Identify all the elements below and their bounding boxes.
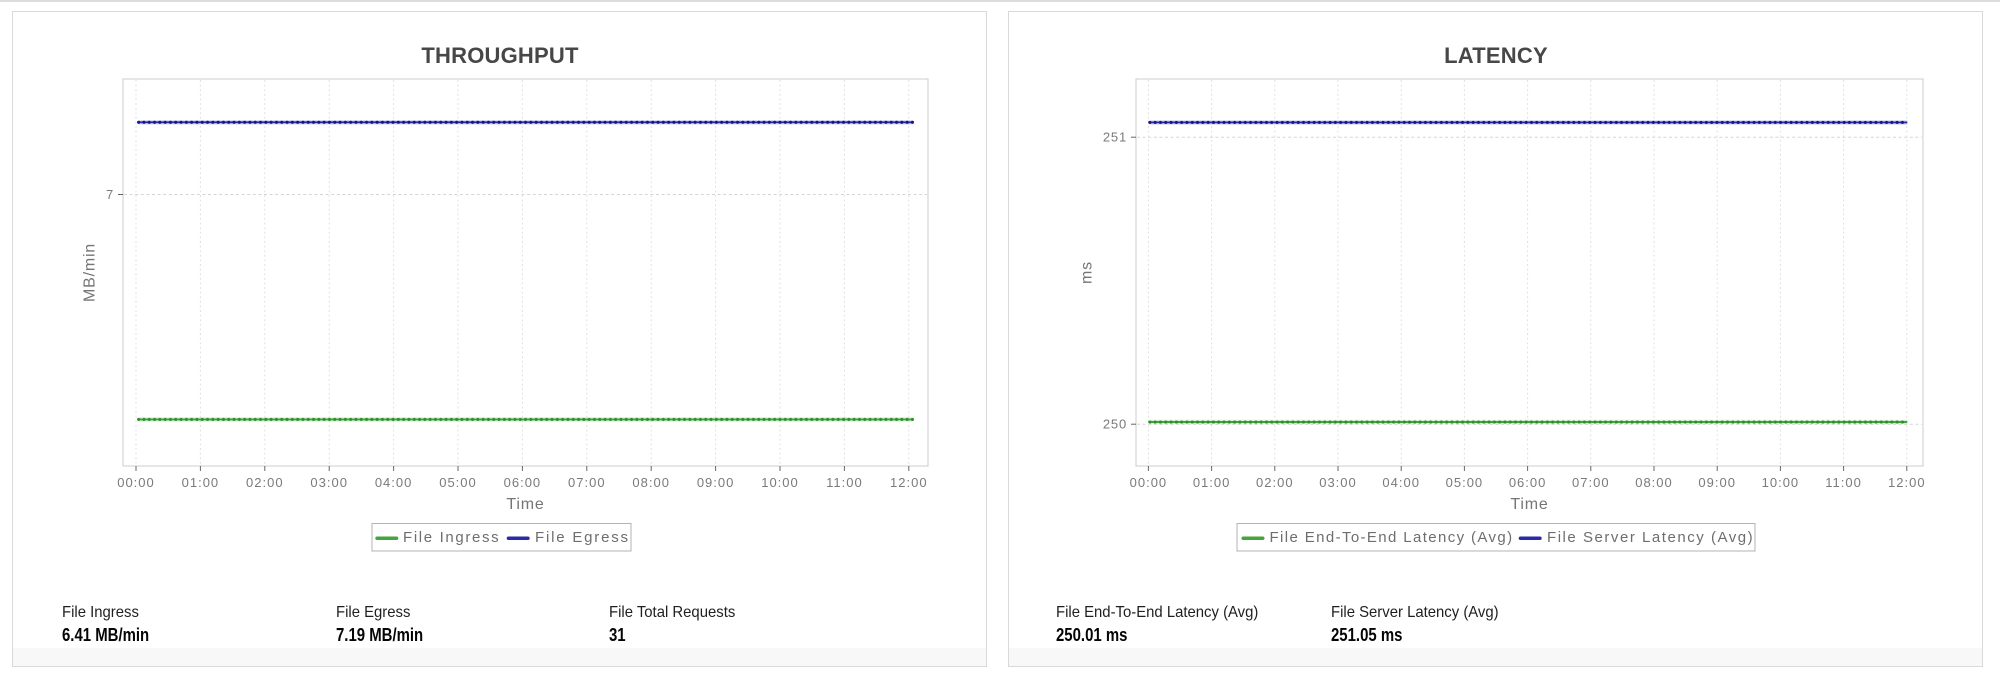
svg-text:02:00: 02:00 <box>1256 475 1294 490</box>
svg-text:00:00: 00:00 <box>1130 475 1168 490</box>
svg-text:04:00: 04:00 <box>1382 475 1420 490</box>
svg-text:THROUGHPUT: THROUGHPUT <box>421 43 579 68</box>
svg-text:02:00: 02:00 <box>246 475 284 490</box>
svg-text:File Ingress: File Ingress <box>403 529 500 546</box>
svg-text:Time: Time <box>506 496 544 513</box>
svg-text:11:00: 11:00 <box>1825 475 1862 490</box>
svg-text:04:00: 04:00 <box>375 475 413 490</box>
svg-text:09:00: 09:00 <box>697 475 735 490</box>
svg-text:LATENCY: LATENCY <box>1444 43 1548 68</box>
svg-text:10:00: 10:00 <box>1762 475 1800 490</box>
svg-text:ms: ms <box>1079 261 1096 284</box>
svg-text:Time: Time <box>1510 496 1548 513</box>
svg-text:03:00: 03:00 <box>1319 475 1357 490</box>
svg-text:06:00: 06:00 <box>1509 475 1547 490</box>
svg-text:12:00: 12:00 <box>1888 475 1926 490</box>
svg-text:08:00: 08:00 <box>1635 475 1673 490</box>
svg-text:01:00: 01:00 <box>1193 475 1231 490</box>
svg-text:12:00: 12:00 <box>890 475 928 490</box>
svg-text:File End-To-End Latency (Avg): File End-To-End Latency (Avg) <box>1270 529 1514 546</box>
svg-text:File Egress: File Egress <box>535 529 630 546</box>
svg-text:251: 251 <box>1103 130 1127 145</box>
svg-text:11:00: 11:00 <box>826 475 863 490</box>
svg-text:08:00: 08:00 <box>632 475 670 490</box>
svg-text:01:00: 01:00 <box>182 475 220 490</box>
svg-text:250: 250 <box>1103 417 1127 432</box>
svg-text:File Server Latency (Avg): File Server Latency (Avg) <box>1547 529 1754 546</box>
svg-text:10:00: 10:00 <box>761 475 799 490</box>
svg-text:MB/min: MB/min <box>82 243 99 302</box>
svg-text:06:00: 06:00 <box>504 475 542 490</box>
svg-text:05:00: 05:00 <box>1446 475 1484 490</box>
svg-text:7: 7 <box>106 187 114 202</box>
svg-text:07:00: 07:00 <box>568 475 606 490</box>
svg-text:09:00: 09:00 <box>1698 475 1736 490</box>
svg-text:00:00: 00:00 <box>117 475 155 490</box>
svg-text:07:00: 07:00 <box>1572 475 1610 490</box>
svg-text:05:00: 05:00 <box>439 475 477 490</box>
svg-text:03:00: 03:00 <box>310 475 348 490</box>
